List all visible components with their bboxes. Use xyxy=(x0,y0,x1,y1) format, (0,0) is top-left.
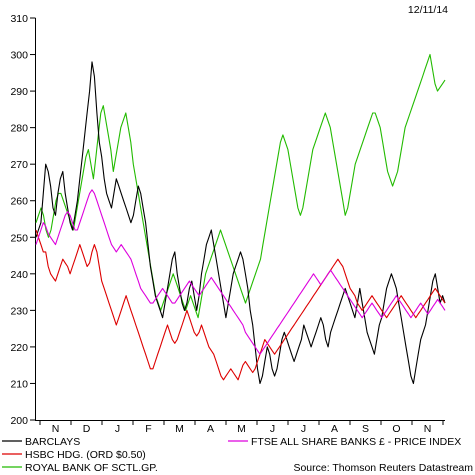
x-tick-label: O xyxy=(392,423,400,435)
y-tick-label: 220 xyxy=(10,342,28,354)
series-line-barclays xyxy=(35,61,446,385)
x-tick-label: N xyxy=(52,423,60,435)
series-line-royal-bank-of-sctl-gp xyxy=(35,53,446,319)
y-tick-group: 200 210 220 230 240 250 260 270 280 290 300 310 xyxy=(10,13,36,427)
y-tick-label: 250 xyxy=(10,232,28,244)
legend-label: ROYAL BANK OF SCTL.GP. xyxy=(25,462,158,474)
y-tick-label: 240 xyxy=(10,269,28,281)
x-tick-label: J xyxy=(115,423,120,435)
legend-label: BARCLAYS xyxy=(25,436,80,448)
series-line-ftse-all-share-banks-price-index xyxy=(35,189,446,355)
x-tick-label: M xyxy=(175,423,184,435)
x-tick-label: F xyxy=(145,423,151,435)
date-label: 12/11/14 xyxy=(408,4,448,16)
x-tick-label: J xyxy=(301,423,306,435)
y-tick-label: 290 xyxy=(10,86,28,98)
source-note: Source: Thomson Reuters Datastream xyxy=(293,462,473,474)
y-tick-label: 300 xyxy=(10,50,28,62)
legend-label: HSBC HDG. (ORD $0.50) xyxy=(25,449,146,461)
y-tick-label: 270 xyxy=(10,159,28,171)
x-tick-label: M xyxy=(237,423,246,435)
x-tick-label: A xyxy=(207,423,214,435)
x-tick-label: S xyxy=(362,423,369,435)
series-line-hsbc-hdg-ord-0-50 xyxy=(35,229,446,381)
y-tick-label: 310 xyxy=(10,13,28,25)
legend-label: FTSE ALL SHARE BANKS £ - PRICE INDEX xyxy=(251,436,461,448)
x-tick-label: J xyxy=(270,423,275,435)
x-tick-label: N xyxy=(424,423,432,435)
y-tick-label: 260 xyxy=(10,196,28,208)
y-tick-label: 280 xyxy=(10,123,28,135)
x-tick-label: D xyxy=(83,423,91,435)
series-group xyxy=(35,53,446,385)
x-tick-label: A xyxy=(331,423,338,435)
y-tick-label: 210 xyxy=(10,378,28,390)
y-tick-label: 200 xyxy=(10,415,28,427)
y-tick-label: 230 xyxy=(10,305,28,317)
